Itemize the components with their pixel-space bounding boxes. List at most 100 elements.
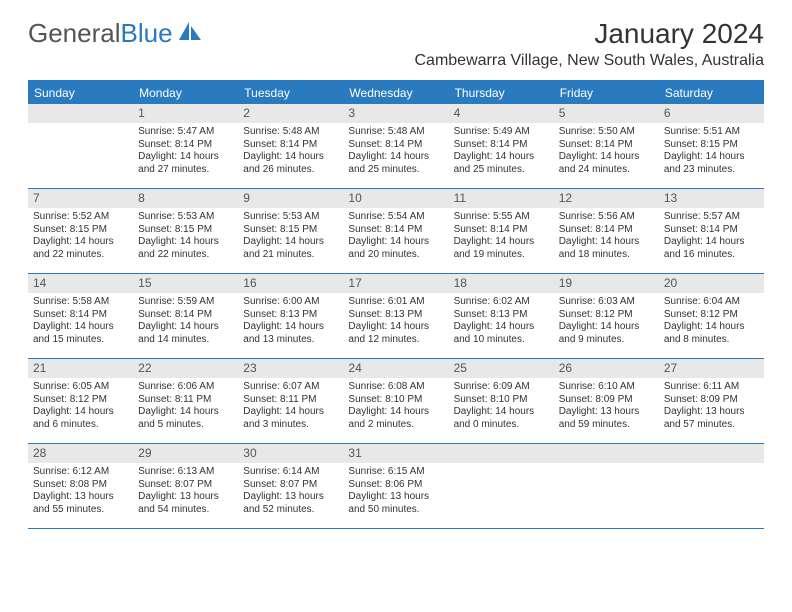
sunset-text: Sunset: 8:14 PM — [664, 224, 759, 237]
sunrise-text: Sunrise: 5:48 AM — [243, 126, 338, 139]
sunset-text: Sunset: 8:11 PM — [138, 394, 233, 407]
day-number: 11 — [449, 189, 554, 208]
sunset-text: Sunset: 8:12 PM — [664, 309, 759, 322]
day-number: 27 — [659, 359, 764, 378]
location-text: Cambewarra Village, New South Wales, Aus… — [415, 52, 765, 70]
daylight-text: and 24 minutes. — [559, 164, 654, 177]
day-number: 17 — [343, 274, 448, 293]
calendar-day-cell: 19Sunrise: 6:03 AMSunset: 8:12 PMDayligh… — [554, 274, 659, 358]
day-number: 19 — [554, 274, 659, 293]
sunrise-text: Sunrise: 5:56 AM — [559, 211, 654, 224]
day-header-row: Sunday Monday Tuesday Wednesday Thursday… — [28, 82, 764, 104]
day-number: 28 — [28, 444, 133, 463]
daylight-text: Daylight: 14 hours — [33, 406, 128, 419]
calendar-day-cell: 17Sunrise: 6:01 AMSunset: 8:13 PMDayligh… — [343, 274, 448, 358]
sunrise-text: Sunrise: 6:12 AM — [33, 466, 128, 479]
daylight-text: and 55 minutes. — [33, 504, 128, 517]
sunrise-text: Sunrise: 6:02 AM — [454, 296, 549, 309]
sunrise-text: Sunrise: 6:06 AM — [138, 381, 233, 394]
day-number: 20 — [659, 274, 764, 293]
sunrise-text: Sunrise: 6:09 AM — [454, 381, 549, 394]
month-title: January 2024 — [415, 18, 765, 50]
day-number: 25 — [449, 359, 554, 378]
day-number: 15 — [133, 274, 238, 293]
daylight-text: Daylight: 14 hours — [454, 406, 549, 419]
sunset-text: Sunset: 8:11 PM — [243, 394, 338, 407]
sunset-text: Sunset: 8:14 PM — [138, 139, 233, 152]
calendar-day-cell: 12 Sunrise: 5:56 AMSunset: 8:14 PMDayligh… — [554, 189, 659, 273]
sunrise-text: Sunrise: 6:11 AM — [664, 381, 759, 394]
day-number: 6 — [659, 104, 764, 123]
daylight-text: and 2 minutes. — [348, 419, 443, 432]
day-header-cell: Tuesday — [238, 82, 343, 104]
daylight-text: and 16 minutes. — [664, 249, 759, 262]
day-number: 4 — [449, 104, 554, 123]
sunset-text: Sunset: 8:14 PM — [454, 224, 549, 237]
day-number: 26 — [554, 359, 659, 378]
sunset-text: Sunset: 8:07 PM — [243, 479, 338, 492]
calendar-empty-cell — [28, 104, 133, 188]
sunset-text: Sunset: 8:09 PM — [664, 394, 759, 407]
title-block: January 2024 Cambewarra Village, New Sou… — [415, 18, 765, 70]
calendar-day-cell: 10Sunrise: 5:54 AMSunset: 8:14 PMDayligh… — [343, 189, 448, 273]
sunset-text: Sunset: 8:13 PM — [348, 309, 443, 322]
daylight-text: Daylight: 14 hours — [664, 321, 759, 334]
sunset-text: Sunset: 8:14 PM — [348, 139, 443, 152]
day-header-cell: Friday — [554, 82, 659, 104]
sunset-text: Sunset: 8:15 PM — [243, 224, 338, 237]
daylight-text: Daylight: 14 hours — [559, 151, 654, 164]
day-number: 12 — [554, 189, 659, 208]
calendar-day-cell: 16Sunrise: 6:00 AMSunset: 8:13 PMDayligh… — [238, 274, 343, 358]
sunrise-text: Sunrise: 6:03 AM — [559, 296, 654, 309]
calendar-day-cell: 22Sunrise: 6:06 AMSunset: 8:11 PMDayligh… — [133, 359, 238, 443]
daylight-text: Daylight: 14 hours — [243, 151, 338, 164]
day-number: 23 — [238, 359, 343, 378]
calendar-day-cell: 9Sunrise: 5:53 AMSunset: 8:15 PMDaylight… — [238, 189, 343, 273]
daylight-text: and 3 minutes. — [243, 419, 338, 432]
daylight-text: and 59 minutes. — [559, 419, 654, 432]
daylight-text: Daylight: 14 hours — [348, 236, 443, 249]
daylight-text: Daylight: 14 hours — [33, 236, 128, 249]
day-number: 24 — [343, 359, 448, 378]
daylight-text: Daylight: 14 hours — [664, 236, 759, 249]
day-number-empty — [659, 444, 764, 463]
calendar-day-cell: 27Sunrise: 6:11 AMSunset: 8:09 PMDayligh… — [659, 359, 764, 443]
weeks-container: 1Sunrise: 5:47 AMSunset: 8:14 PMDaylight… — [28, 104, 764, 529]
daylight-text: and 22 minutes. — [33, 249, 128, 262]
daylight-text: Daylight: 14 hours — [348, 321, 443, 334]
sunrise-text: Sunrise: 5:54 AM — [348, 211, 443, 224]
daylight-text: Daylight: 14 hours — [664, 151, 759, 164]
daylight-text: Daylight: 14 hours — [33, 321, 128, 334]
daylight-text: Daylight: 14 hours — [559, 236, 654, 249]
daylight-text: Daylight: 14 hours — [348, 151, 443, 164]
calendar-day-cell: 7Sunrise: 5:52 AMSunset: 8:15 PMDaylight… — [28, 189, 133, 273]
daylight-text: and 22 minutes. — [138, 249, 233, 262]
sunrise-text: Sunrise: 5:59 AM — [138, 296, 233, 309]
daylight-text: Daylight: 13 hours — [348, 491, 443, 504]
calendar-day-cell: 15Sunrise: 5:59 AMSunset: 8:14 PMDayligh… — [133, 274, 238, 358]
calendar-day-cell: 11Sunrise: 5:55 AMSunset: 8:14 PMDayligh… — [449, 189, 554, 273]
daylight-text: Daylight: 14 hours — [454, 236, 549, 249]
logo-word-2: Blue — [121, 18, 173, 49]
day-number: 3 — [343, 104, 448, 123]
daylight-text: and 8 minutes. — [664, 334, 759, 347]
daylight-text: Daylight: 14 hours — [138, 151, 233, 164]
sunrise-text: Sunrise: 6:04 AM — [664, 296, 759, 309]
sunrise-text: Sunrise: 5:51 AM — [664, 126, 759, 139]
header: GeneralBlue January 2024 Cambewarra Vill… — [0, 0, 792, 76]
day-number: 2 — [238, 104, 343, 123]
sunset-text: Sunset: 8:07 PM — [138, 479, 233, 492]
daylight-text: and 12 minutes. — [348, 334, 443, 347]
day-number-empty — [449, 444, 554, 463]
day-number-empty — [28, 104, 133, 123]
day-number: 21 — [28, 359, 133, 378]
day-header-cell: Saturday — [659, 82, 764, 104]
calendar-empty-cell — [554, 444, 659, 528]
sunset-text: Sunset: 8:06 PM — [348, 479, 443, 492]
daylight-text: Daylight: 14 hours — [138, 321, 233, 334]
sunrise-text: Sunrise: 6:00 AM — [243, 296, 338, 309]
sunrise-text: Sunrise: 5:58 AM — [33, 296, 128, 309]
day-number: 7 — [28, 189, 133, 208]
sunset-text: Sunset: 8:14 PM — [559, 224, 654, 237]
calendar-day-cell: 2Sunrise: 5:48 AMSunset: 8:14 PMDaylight… — [238, 104, 343, 188]
